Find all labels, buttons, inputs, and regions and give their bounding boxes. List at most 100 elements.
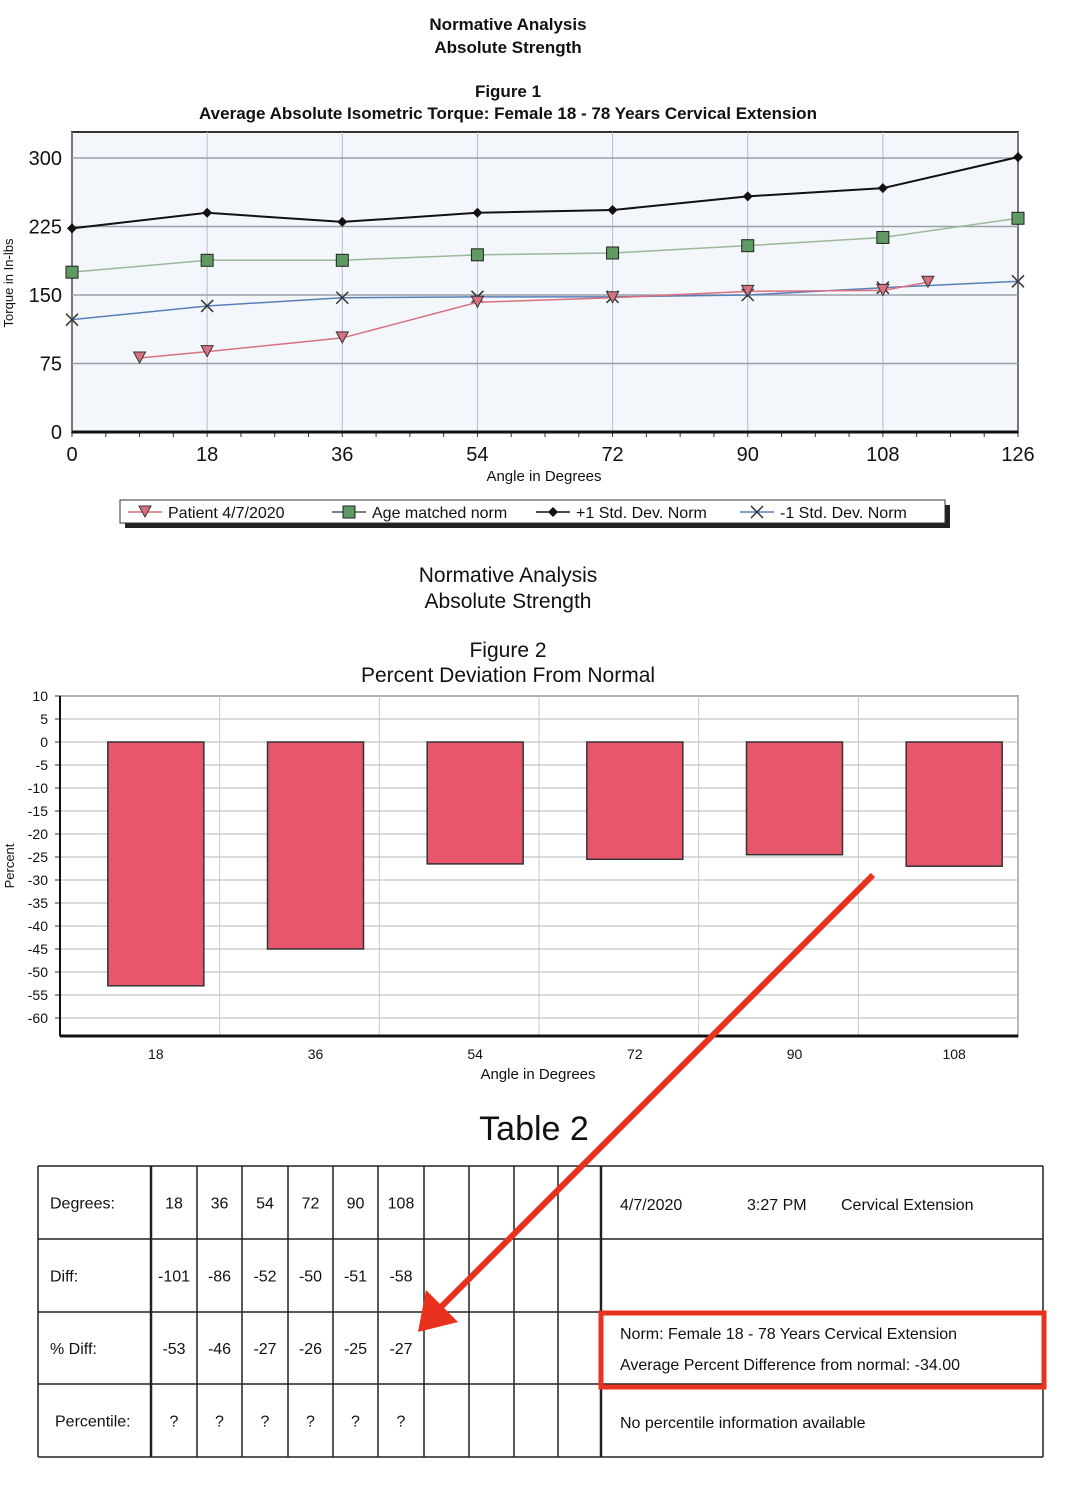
bar-54	[426, 741, 524, 865]
figure-2-bar-chart: 10 5 0 -5 -10 -15 -20 -25 -30 -35 -40 -45 -50 -55 -60 1…	[28, 688, 1019, 1062]
y-tick-label: -25	[28, 849, 48, 865]
x-tick-label: 72	[627, 1046, 643, 1062]
data-point	[876, 230, 890, 244]
fig2-ylabel: Percent	[2, 843, 17, 888]
fig2-header-2: Absolute Strength	[425, 590, 592, 613]
table-cell: -86	[208, 1269, 231, 1286]
fig2-xlabel: Angle in Degrees	[480, 1066, 595, 1083]
y-tick-label: 75	[40, 354, 62, 376]
x-tick-label: 18	[196, 444, 218, 466]
x-tick-label: 36	[308, 1046, 324, 1062]
data-point	[132, 351, 147, 365]
table-cell: 90	[347, 1196, 365, 1213]
data-point	[65, 265, 79, 279]
table-cell: 18	[165, 1196, 183, 1213]
fig1-legend: Patient 4/7/2020 Age matched norm +1 Std. …	[119, 499, 950, 528]
info-test: Cervical Extension	[841, 1197, 974, 1214]
table-cell: ?	[215, 1414, 224, 1431]
fig2-title: Percent Deviation From Normal	[361, 664, 655, 687]
x-tick-label: 0	[66, 444, 77, 466]
table-cell: ?	[170, 1414, 179, 1431]
info-percentile: No percentile information available	[620, 1415, 866, 1432]
table-cell: ?	[397, 1414, 406, 1431]
x-tick-label: 90	[787, 1046, 803, 1062]
series-line-1	[71, 217, 1019, 273]
table-2: Degrees: 18 36 54 72 90 108 Diff: -101 -86 -52 -50 -…	[37, 1165, 1044, 1458]
legend-marker	[750, 505, 764, 519]
table-cell: -101	[158, 1269, 190, 1286]
data-point	[200, 299, 214, 313]
fig1-header-2: Absolute Strength	[434, 38, 581, 57]
legend-marker	[138, 505, 152, 519]
info-norm: Norm: Female 18 - 78 Years Cervical Exte…	[620, 1326, 957, 1343]
legend-label: Patient 4/7/2020	[168, 505, 285, 522]
table-cell: -58	[389, 1269, 412, 1286]
data-point	[337, 216, 348, 227]
data-point	[472, 207, 483, 218]
series-line-3	[71, 280, 1019, 321]
data-point	[740, 284, 755, 298]
y-tick-label: -5	[36, 757, 49, 773]
x-tick-label: 54	[466, 444, 488, 466]
fig1-xlabel: Angle in Degrees	[486, 468, 601, 485]
table-title: Table 2	[479, 1110, 589, 1148]
y-tick-label: 225	[29, 217, 62, 239]
bar-36	[266, 741, 365, 950]
data-point	[1013, 152, 1023, 163]
data-point	[202, 207, 213, 218]
data-point	[1011, 274, 1025, 288]
data-point	[335, 331, 350, 344]
legend-marker	[342, 505, 356, 519]
y-tick-label: 150	[29, 285, 62, 307]
x-tick-label: 54	[467, 1046, 483, 1062]
data-point	[877, 183, 888, 194]
y-tick-label: -60	[28, 1010, 48, 1026]
data-point	[470, 295, 485, 309]
fig2-header-1: Normative Analysis	[419, 564, 598, 587]
legend-label: +1 Std. Dev. Norm	[576, 505, 707, 522]
x-tick-label: 18	[148, 1046, 164, 1062]
x-tick-label: 90	[737, 444, 759, 466]
table-cell: -52	[253, 1269, 276, 1286]
table-cell: -27	[389, 1341, 412, 1358]
table-cell: -50	[299, 1269, 322, 1286]
bar-18	[107, 741, 205, 987]
table-cell: ?	[261, 1414, 270, 1431]
bar-72	[586, 741, 684, 861]
highlight-box	[598, 1310, 1047, 1390]
y-tick-label: 5	[40, 711, 48, 727]
legend-box	[119, 499, 946, 524]
fig1-label: Figure 1	[475, 82, 541, 101]
data-point	[606, 246, 620, 260]
data-point	[335, 291, 349, 305]
row-label: Degrees:	[50, 1196, 115, 1213]
table-cell: 36	[211, 1196, 229, 1213]
series-line-2	[71, 156, 1019, 230]
bar-90	[745, 741, 844, 856]
y-tick-label: 0	[40, 734, 48, 750]
y-tick-label: -40	[28, 918, 48, 934]
y-tick-label: -50	[28, 964, 48, 980]
fig1-header-1: Normative Analysis	[429, 15, 586, 34]
table-cell: -53	[162, 1341, 185, 1358]
annotation-arrow	[418, 872, 876, 1332]
x-tick-label: 108	[866, 444, 899, 466]
table-cell: 72	[302, 1196, 320, 1213]
y-tick-label: 10	[32, 688, 48, 704]
info-time: 3:27 PM	[747, 1197, 807, 1214]
data-point	[605, 291, 620, 304]
data-point	[67, 223, 77, 234]
fig2-label: Figure 2	[469, 639, 546, 662]
series-line-0	[139, 281, 929, 359]
table-cell: 54	[256, 1196, 274, 1213]
y-tick-label: -55	[28, 987, 48, 1003]
row-label: Diff:	[50, 1269, 78, 1286]
legend-label: Age matched norm	[372, 505, 507, 522]
row-label: % Diff:	[50, 1341, 97, 1358]
table-cell: -51	[344, 1269, 367, 1286]
table-cell: -26	[299, 1341, 322, 1358]
table-cell: ?	[306, 1414, 315, 1431]
y-tick-label: -10	[28, 780, 48, 796]
data-point	[742, 191, 753, 202]
